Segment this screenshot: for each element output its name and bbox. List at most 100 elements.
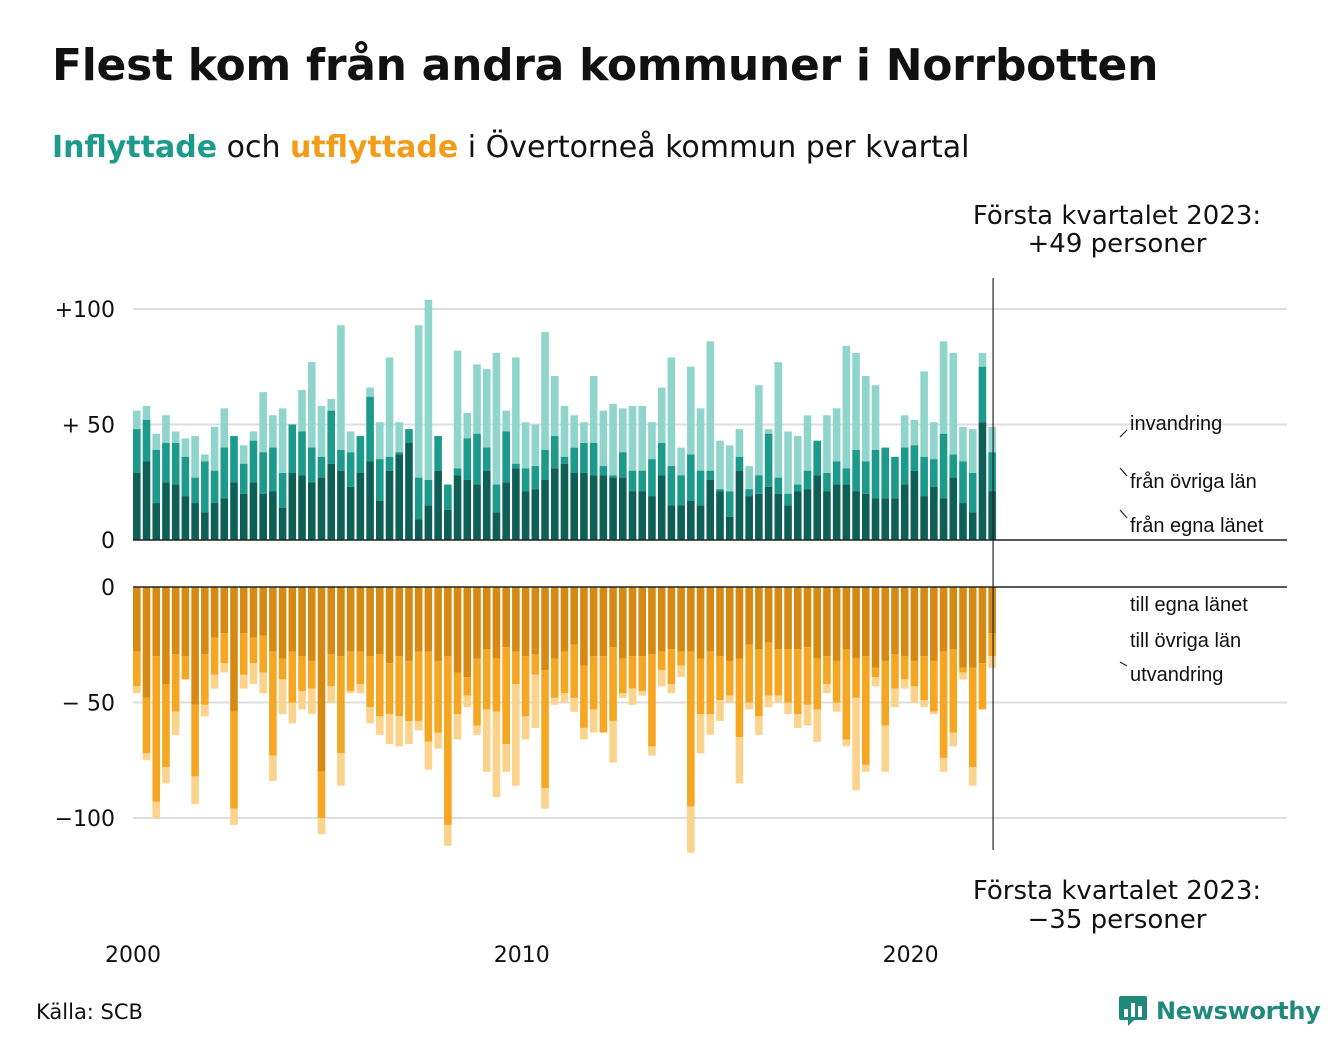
bar-fran-ovriga-lan [521, 468, 530, 492]
bar-invandring [162, 415, 170, 443]
bar-fran-egna-lanet [405, 442, 413, 540]
bar-fran-ovriga-lan [492, 484, 501, 513]
bar-utvandring [191, 776, 199, 805]
bar-till-ovriga-lan [978, 663, 987, 710]
bar-fran-ovriga-lan [648, 459, 656, 497]
bar-invandring [512, 357, 520, 464]
bar-invandring [589, 375, 598, 443]
bar-till-egna-lanet [317, 587, 326, 772]
bar-fran-ovriga-lan [463, 438, 472, 480]
bar-fran-egna-lanet [220, 498, 229, 540]
bar-till-ovriga-lan [171, 653, 180, 712]
bar-till-egna-lanet [482, 587, 491, 650]
bar-till-egna-lanet [521, 587, 530, 657]
bar-fran-egna-lanet [521, 491, 530, 540]
bar-fran-ovriga-lan [939, 433, 948, 499]
bar-till-egna-lanet [502, 587, 510, 648]
bar-fran-egna-lanet [638, 491, 647, 540]
bar-fran-ovriga-lan [881, 447, 890, 499]
bar-till-egna-lanet [162, 587, 170, 685]
bar-fran-ovriga-lan [482, 447, 491, 471]
bar-till-ovriga-lan [230, 711, 238, 809]
bar-till-ovriga-lan [774, 649, 783, 696]
bar-till-egna-lanet [473, 587, 481, 659]
bar-utvandring [405, 720, 413, 745]
bar-utvandring [259, 672, 267, 694]
bar-fran-ovriga-lan [842, 468, 851, 485]
bar-fran-ovriga-lan [638, 470, 647, 492]
bar-utvandring [949, 732, 958, 747]
bar-fran-egna-lanet [580, 473, 588, 540]
bar-utvandring [278, 679, 287, 715]
bar-invandring [745, 466, 753, 490]
bar-fran-ovriga-lan [210, 470, 219, 504]
bar-till-ovriga-lan [755, 649, 763, 717]
bar-utvandring [706, 714, 715, 735]
bar-utvandring [852, 697, 860, 791]
bar-invandring [609, 403, 617, 476]
bar-fran-ovriga-lan [716, 489, 724, 492]
bar-utvandring [725, 695, 734, 703]
bar-fran-ovriga-lan [239, 463, 248, 494]
bar-till-egna-lanet [424, 587, 433, 652]
bar-till-egna-lanet [755, 587, 763, 650]
bar-till-egna-lanet [560, 587, 569, 652]
bar-till-ovriga-lan [133, 651, 141, 687]
bar-till-ovriga-lan [687, 651, 695, 807]
bar-invandring [823, 415, 831, 474]
bar-invandring [949, 352, 958, 455]
bar-till-egna-lanet [376, 587, 384, 654]
bar-invandring [133, 410, 141, 430]
legend-till-ovriga-lan: till övriga län [1130, 630, 1241, 652]
bar-till-egna-lanet [784, 587, 792, 650]
bar-utvandring [793, 714, 802, 728]
bar-till-egna-lanet [133, 587, 141, 652]
source-note: Källa: SCB [36, 1000, 143, 1024]
bar-fran-egna-lanet [191, 503, 199, 540]
bar-utvandring [366, 707, 374, 724]
bar-fran-egna-lanet [793, 491, 802, 540]
bar-till-ovriga-lan [793, 649, 802, 715]
bar-till-ovriga-lan [142, 697, 151, 754]
bar-utvandring [628, 688, 637, 705]
bar-invandring [580, 422, 588, 443]
bar-utvandring [230, 808, 238, 825]
bar-invandring [638, 406, 647, 471]
bar-fran-egna-lanet [492, 512, 501, 540]
bar-fran-egna-lanet [550, 468, 559, 540]
bar-fran-ovriga-lan [531, 466, 540, 490]
bar-till-egna-lanet [949, 587, 958, 650]
legend-fran-egna-lanet: från egna länet [1130, 515, 1264, 537]
bar-till-egna-lanet [988, 587, 996, 634]
bar-till-ovriga-lan [609, 647, 617, 721]
bar-invandring [978, 352, 987, 367]
bar-invandring [453, 350, 462, 469]
bar-invandring [327, 399, 335, 411]
bar-till-ovriga-lan [269, 651, 277, 756]
bar-invandring [871, 385, 880, 450]
bar-fran-ovriga-lan [550, 436, 559, 469]
bar-utvandring [667, 684, 676, 694]
chart-subtitle: Inflyttade och utflyttade i Övertorneå k… [52, 130, 970, 165]
bar-utvandring [570, 697, 578, 712]
bar-till-ovriga-lan [599, 656, 608, 733]
bar-till-ovriga-lan [356, 651, 365, 685]
bar-invandring [774, 362, 783, 478]
bar-invandring [764, 429, 773, 434]
bar-fran-egna-lanet [269, 491, 277, 540]
bar-utvandring [580, 727, 588, 740]
bar-till-egna-lanet [142, 587, 151, 698]
bar-till-ovriga-lan [405, 660, 413, 721]
bar-fran-ovriga-lan [910, 445, 919, 471]
bar-till-egna-lanet [463, 587, 472, 678]
bar-utvandring [550, 697, 559, 705]
bar-fran-ovriga-lan [230, 436, 238, 483]
bar-utvandring [337, 753, 345, 786]
bar-till-ovriga-lan [395, 656, 404, 717]
bar-till-egna-lanet [191, 587, 199, 705]
bar-invandring [755, 385, 763, 476]
bar-utvandring [764, 695, 773, 708]
legend-utvandring: utvandring [1130, 664, 1223, 686]
bar-till-ovriga-lan [852, 658, 860, 698]
bar-utvandring [434, 732, 442, 749]
